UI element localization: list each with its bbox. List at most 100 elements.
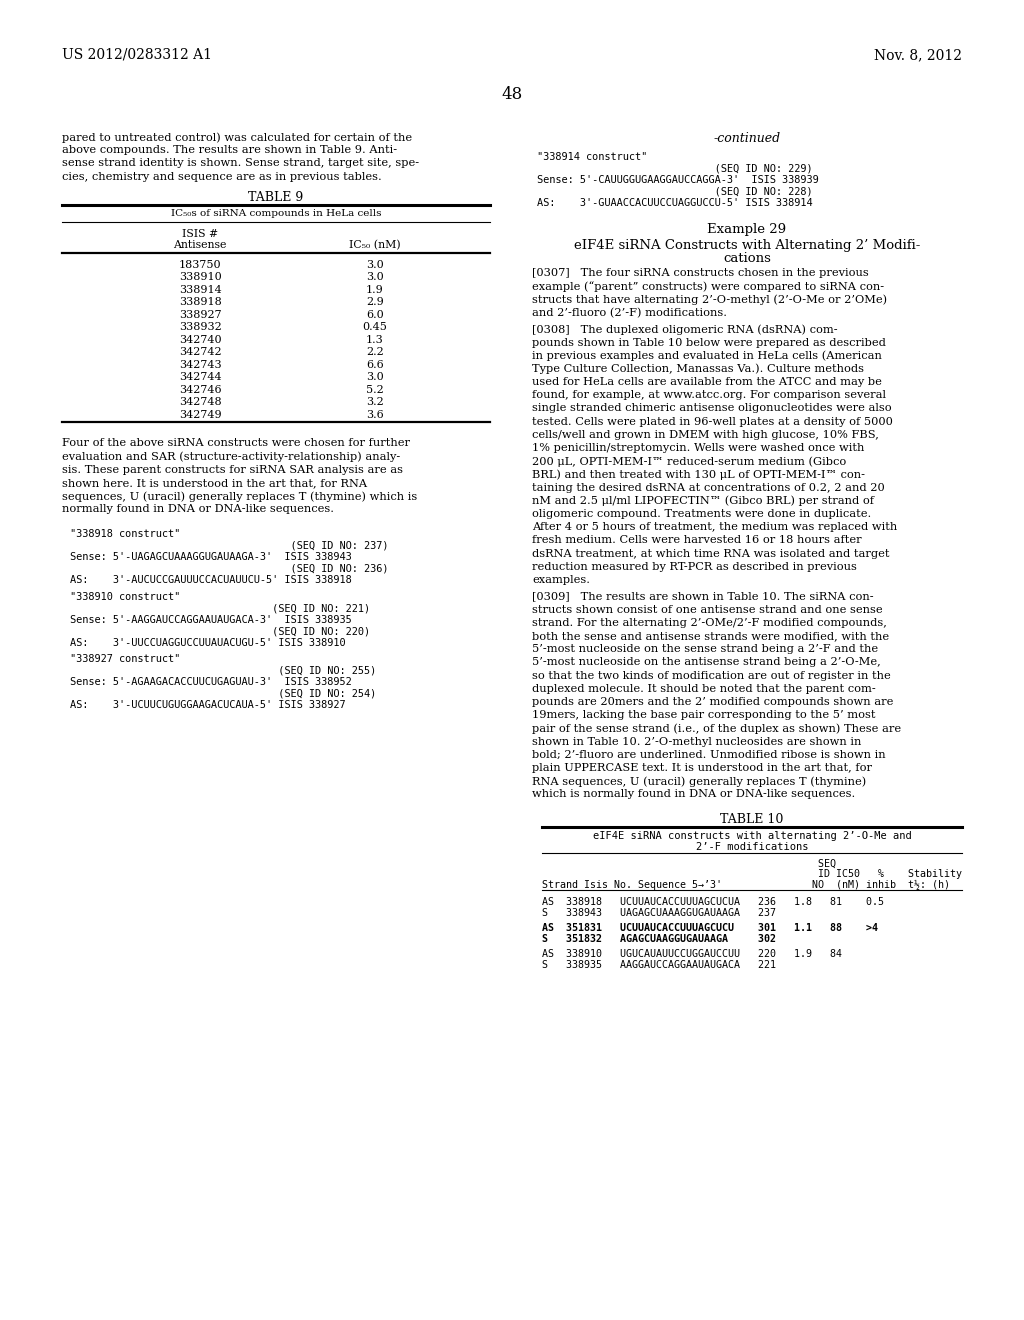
Text: oligomeric compound. Treatments were done in duplicate.: oligomeric compound. Treatments were don… [532, 510, 871, 519]
Text: 0.45: 0.45 [362, 322, 387, 333]
Text: eIF4E siRNA Constructs with Alternating 2’ Modifi-: eIF4E siRNA Constructs with Alternating … [573, 239, 921, 252]
Text: 1% penicillin/streptomycin. Wells were washed once with: 1% penicillin/streptomycin. Wells were w… [532, 444, 864, 453]
Text: 5’-most nucleoside on the sense strand being a 2’-F and the: 5’-most nucleoside on the sense strand b… [532, 644, 879, 655]
Text: fresh medium. Cells were harvested 16 or 18 hours after: fresh medium. Cells were harvested 16 or… [532, 536, 861, 545]
Text: cells/well and grown in DMEM with high glucose, 10% FBS,: cells/well and grown in DMEM with high g… [532, 430, 879, 440]
Text: sis. These parent constructs for siRNA SAR analysis are as: sis. These parent constructs for siRNA S… [62, 465, 403, 475]
Text: eIF4E siRNA constructs with alternating 2’-O-Me and: eIF4E siRNA constructs with alternating … [593, 830, 911, 841]
Text: shown in Table 10. 2’-O-methyl nucleosides are shown in: shown in Table 10. 2’-O-methyl nucleosid… [532, 737, 861, 747]
Text: TABLE 9: TABLE 9 [249, 191, 304, 203]
Text: RNA sequences, U (uracil) generally replaces T (thymine): RNA sequences, U (uracil) generally repl… [532, 776, 866, 787]
Text: AS  338918   UCUUAUCACCUUUAGCUCUA   236   1.8   81    0.5: AS 338918 UCUUAUCACCUUUAGCUCUA 236 1.8 8… [542, 898, 884, 907]
Text: 342740: 342740 [178, 335, 221, 345]
Text: 2.9: 2.9 [367, 297, 384, 308]
Text: found, for example, at www.atcc.org. For comparison several: found, for example, at www.atcc.org. For… [532, 391, 886, 400]
Text: 338914: 338914 [178, 285, 221, 294]
Text: dsRNA treatment, at which time RNA was isolated and target: dsRNA treatment, at which time RNA was i… [532, 549, 890, 558]
Text: 342749: 342749 [178, 409, 221, 420]
Text: plain UPPERCASE text. It is understood in the art that, for: plain UPPERCASE text. It is understood i… [532, 763, 872, 774]
Text: and 2’-fluoro (2’-F) modifications.: and 2’-fluoro (2’-F) modifications. [532, 308, 727, 318]
Text: cations: cations [723, 252, 771, 265]
Text: pounds are 20mers and the 2’ modified compounds shown are: pounds are 20mers and the 2’ modified co… [532, 697, 893, 708]
Text: 5.2: 5.2 [367, 385, 384, 395]
Text: shown here. It is understood in the art that, for RNA: shown here. It is understood in the art … [62, 478, 368, 488]
Text: structs that have alternating 2’-O-methyl (2’-O-Me or 2’OMe): structs that have alternating 2’-O-methy… [532, 294, 887, 305]
Text: Four of the above siRNA constructs were chosen for further: Four of the above siRNA constructs were … [62, 438, 410, 449]
Text: sense strand identity is shown. Sense strand, target site, spe-: sense strand identity is shown. Sense st… [62, 158, 419, 169]
Text: [0309]   The results are shown in Table 10. The siRNA con-: [0309] The results are shown in Table 10… [532, 591, 873, 602]
Text: After 4 or 5 hours of treatment, the medium was replaced with: After 4 or 5 hours of treatment, the med… [532, 523, 897, 532]
Text: S   338935   AAGGAUCCAGGAAUAUGACA   221: S 338935 AAGGAUCCAGGAAUAUGACA 221 [542, 960, 866, 969]
Text: (SEQ ID NO: 236): (SEQ ID NO: 236) [70, 564, 388, 574]
Text: 338910: 338910 [178, 272, 221, 282]
Text: in previous examples and evaluated in HeLa cells (American: in previous examples and evaluated in He… [532, 351, 882, 362]
Text: (SEQ ID NO: 255): (SEQ ID NO: 255) [70, 667, 376, 676]
Text: Example 29: Example 29 [708, 223, 786, 236]
Text: 3.0: 3.0 [367, 272, 384, 282]
Text: [0307]   The four siRNA constructs chosen in the previous: [0307] The four siRNA constructs chosen … [532, 268, 868, 279]
Text: 3.6: 3.6 [367, 409, 384, 420]
Text: 2’-F modifications: 2’-F modifications [695, 842, 808, 851]
Text: strand. For the alternating 2’-OMe/2’-F modified compounds,: strand. For the alternating 2’-OMe/2’-F … [532, 618, 887, 628]
Text: pared to untreated control) was calculated for certain of the: pared to untreated control) was calculat… [62, 132, 412, 143]
Text: 1.9: 1.9 [367, 285, 384, 294]
Text: (SEQ ID NO: 228): (SEQ ID NO: 228) [537, 186, 813, 197]
Text: cies, chemistry and sequence are as in previous tables.: cies, chemistry and sequence are as in p… [62, 172, 382, 182]
Text: 183750: 183750 [178, 260, 221, 269]
Text: above compounds. The results are shown in Table 9. Anti-: above compounds. The results are shown i… [62, 145, 397, 156]
Text: TABLE 10: TABLE 10 [720, 813, 783, 825]
Text: pair of the sense strand (i.e., of the duplex as shown) These are: pair of the sense strand (i.e., of the d… [532, 723, 901, 734]
Text: which is normally found in DNA or DNA-like sequences.: which is normally found in DNA or DNA-li… [532, 789, 855, 800]
Text: example (“parent” constructs) were compared to siRNA con-: example (“parent” constructs) were compa… [532, 281, 884, 293]
Text: 5’-most nucleoside on the antisense strand being a 2’-O-Me,: 5’-most nucleoside on the antisense stra… [532, 657, 881, 668]
Text: (SEQ ID NO: 220): (SEQ ID NO: 220) [70, 627, 370, 636]
Text: AS:    3'-UUCCUAGGUCCUUAUACUGU-5' ISIS 338910: AS: 3'-UUCCUAGGUCCUUAUACUGU-5' ISIS 3389… [70, 638, 346, 648]
Text: 6.0: 6.0 [367, 310, 384, 319]
Text: IC₅₀ (nM): IC₅₀ (nM) [349, 240, 400, 249]
Text: "338918 construct": "338918 construct" [70, 529, 180, 540]
Text: ID IC50   %    Stability: ID IC50 % Stability [542, 869, 962, 879]
Text: SEQ: SEQ [542, 858, 836, 869]
Text: Nov. 8, 2012: Nov. 8, 2012 [874, 48, 962, 62]
Text: pounds shown in Table 10 below were prepared as described: pounds shown in Table 10 below were prep… [532, 338, 886, 347]
Text: (SEQ ID NO: 221): (SEQ ID NO: 221) [70, 603, 370, 614]
Text: so that the two kinds of modification are out of register in the: so that the two kinds of modification ar… [532, 671, 891, 681]
Text: (SEQ ID NO: 254): (SEQ ID NO: 254) [70, 689, 376, 700]
Text: normally found in DNA or DNA-like sequences.: normally found in DNA or DNA-like sequen… [62, 504, 334, 515]
Text: 19mers, lacking the base pair corresponding to the 5’ most: 19mers, lacking the base pair correspond… [532, 710, 876, 721]
Text: Antisense: Antisense [173, 240, 226, 249]
Text: taining the desired dsRNA at concentrations of 0.2, 2 and 20: taining the desired dsRNA at concentrati… [532, 483, 885, 492]
Text: both the sense and antisense strands were modified, with the: both the sense and antisense strands wer… [532, 631, 889, 642]
Text: "338927 construct": "338927 construct" [70, 655, 180, 664]
Text: (SEQ ID NO: 237): (SEQ ID NO: 237) [70, 541, 388, 550]
Text: Type Culture Collection, Manassas Va.). Culture methods: Type Culture Collection, Manassas Va.). … [532, 364, 864, 375]
Text: AS  338910   UGUCAUAUUCCUGGAUCCUU   220   1.9   84: AS 338910 UGUCAUAUUCCUGGAUCCUU 220 1.9 8… [542, 949, 866, 960]
Text: Strand Isis No. Sequence 5→’3'               NO  (nM) inhib  t½: (h): Strand Isis No. Sequence 5→’3' NO (nM) i… [542, 879, 950, 890]
Text: (SEQ ID NO: 229): (SEQ ID NO: 229) [537, 164, 813, 173]
Text: 3.0: 3.0 [367, 372, 384, 383]
Text: 338927: 338927 [178, 310, 221, 319]
Text: nM and 2.5 μl/ml LIPOFECTIN™ (Gibco BRL) per strand of: nM and 2.5 μl/ml LIPOFECTIN™ (Gibco BRL)… [532, 496, 874, 507]
Text: 1.3: 1.3 [367, 335, 384, 345]
Text: Sense: 5'-UAGAGCUAAAGGUGAUAAGA-3'  ISIS 338943: Sense: 5'-UAGAGCUAAAGGUGAUAAGA-3' ISIS 3… [70, 553, 352, 562]
Text: reduction measured by RT-PCR as described in previous: reduction measured by RT-PCR as describe… [532, 562, 857, 572]
Text: 342748: 342748 [178, 397, 221, 408]
Text: 342744: 342744 [178, 372, 221, 383]
Text: S   351832   AGAGCUAAGGUGAUAAGA     302: S 351832 AGAGCUAAGGUGAUAAGA 302 [542, 933, 866, 944]
Text: single stranded chimeric antisense oligonucleotides were also: single stranded chimeric antisense oligo… [532, 404, 892, 413]
Text: 3.2: 3.2 [367, 397, 384, 408]
Text: 48: 48 [502, 86, 522, 103]
Text: -continued: -continued [714, 132, 780, 145]
Text: 338932: 338932 [178, 322, 221, 333]
Text: Sense: 5'-AAGGAUCCAGGAAUAUGACA-3'  ISIS 338935: Sense: 5'-AAGGAUCCAGGAAUAUGACA-3' ISIS 3… [70, 615, 352, 624]
Text: AS:    3'-UCUUCUGUGGAAGACUCAUA-5' ISIS 338927: AS: 3'-UCUUCUGUGGAAGACUCAUA-5' ISIS 3389… [70, 701, 346, 710]
Text: Sense: 5'-AGAAGACACCUUCUGAGUAU-3'  ISIS 338952: Sense: 5'-AGAAGACACCUUCUGAGUAU-3' ISIS 3… [70, 677, 352, 688]
Text: "338910 construct": "338910 construct" [70, 591, 180, 602]
Text: evaluation and SAR (structure-activity-relationship) analy-: evaluation and SAR (structure-activity-r… [62, 451, 400, 462]
Text: 3.0: 3.0 [367, 260, 384, 269]
Text: AS:    3'-GUAACCACUUCCUAGGUCCU-5' ISIS 338914: AS: 3'-GUAACCACUUCCUAGGUCCU-5' ISIS 3389… [537, 198, 813, 209]
Text: used for HeLa cells are available from the ATCC and may be: used for HeLa cells are available from t… [532, 378, 882, 387]
Text: tested. Cells were plated in 96-well plates at a density of 5000: tested. Cells were plated in 96-well pla… [532, 417, 893, 426]
Text: 6.6: 6.6 [367, 360, 384, 370]
Text: duplexed molecule. It should be noted that the parent com-: duplexed molecule. It should be noted th… [532, 684, 876, 694]
